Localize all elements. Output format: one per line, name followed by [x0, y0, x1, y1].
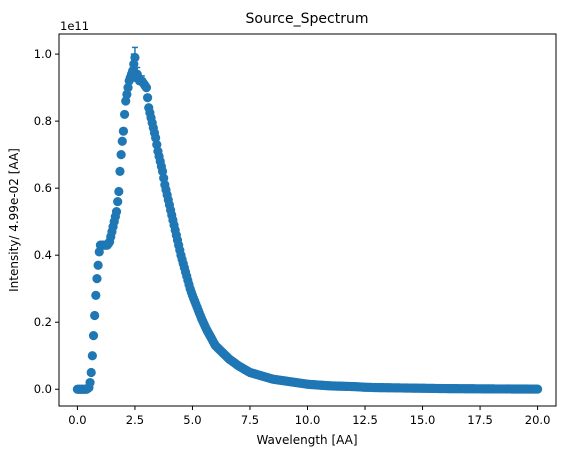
- data-point-12: [86, 367, 96, 378]
- data-point-17: [92, 274, 102, 284]
- y-axis-ticks: 0.0 0.2 0.4 0.6 0.8 1.0: [34, 47, 59, 396]
- data-point-39: [117, 136, 127, 146]
- x-tick-label-5: 12.5: [352, 413, 378, 427]
- y-axis-label: Intensity/ 4.99e-02 [AA]: [7, 148, 21, 292]
- y-tick-label-2: 0.4: [34, 248, 52, 262]
- plot-frame: [58, 33, 557, 407]
- data-point-18: [93, 260, 103, 270]
- y-offset-label: 1e11: [60, 19, 89, 33]
- data-point-14: [88, 331, 99, 341]
- chart-title: Source_Spectrum: [246, 11, 369, 27]
- data-point-35: [113, 196, 123, 207]
- data-markers: [72, 46, 543, 394]
- y-tick-label-4: 0.8: [34, 114, 52, 128]
- y-tick-label-0: 0.0: [34, 382, 52, 396]
- data-point-60: [141, 83, 152, 93]
- data-point-61: [142, 93, 153, 103]
- x-tick-label-2: 5.0: [183, 413, 201, 427]
- data-point-38: [116, 150, 126, 160]
- x-tick-label-8: 20.0: [525, 413, 551, 427]
- x-tick-label-3: 7.5: [241, 413, 259, 427]
- y-tick-label-3: 0.6: [34, 181, 52, 195]
- x-tick-label-0: 0.0: [68, 413, 86, 427]
- y-tick-label-1: 0.2: [34, 315, 52, 329]
- data-point-37: [115, 166, 125, 177]
- y-tick-label-5: 1.0: [34, 47, 52, 61]
- x-tick-label-7: 17.5: [467, 413, 493, 427]
- data-point-16: [91, 290, 101, 301]
- data-point-41: [119, 109, 130, 120]
- x-tick-label-4: 10.0: [295, 413, 321, 427]
- x-tick-label-1: 2.5: [126, 413, 144, 427]
- data-point-15: [90, 310, 100, 321]
- data-point-36: [114, 186, 124, 197]
- x-tick-label-6: 15.0: [410, 413, 436, 427]
- data-point-40: [118, 126, 129, 136]
- x-axis-ticks: 0.0 2.5 5.0 7.5 10.0 12.5 15.0 17.5 20.0: [68, 406, 550, 427]
- data-point-400: [532, 384, 543, 394]
- x-axis-label: Wavelength [AA]: [256, 433, 357, 447]
- data-point-34: [111, 207, 122, 217]
- data-point-11: [85, 377, 95, 388]
- data-point-13: [87, 351, 97, 361]
